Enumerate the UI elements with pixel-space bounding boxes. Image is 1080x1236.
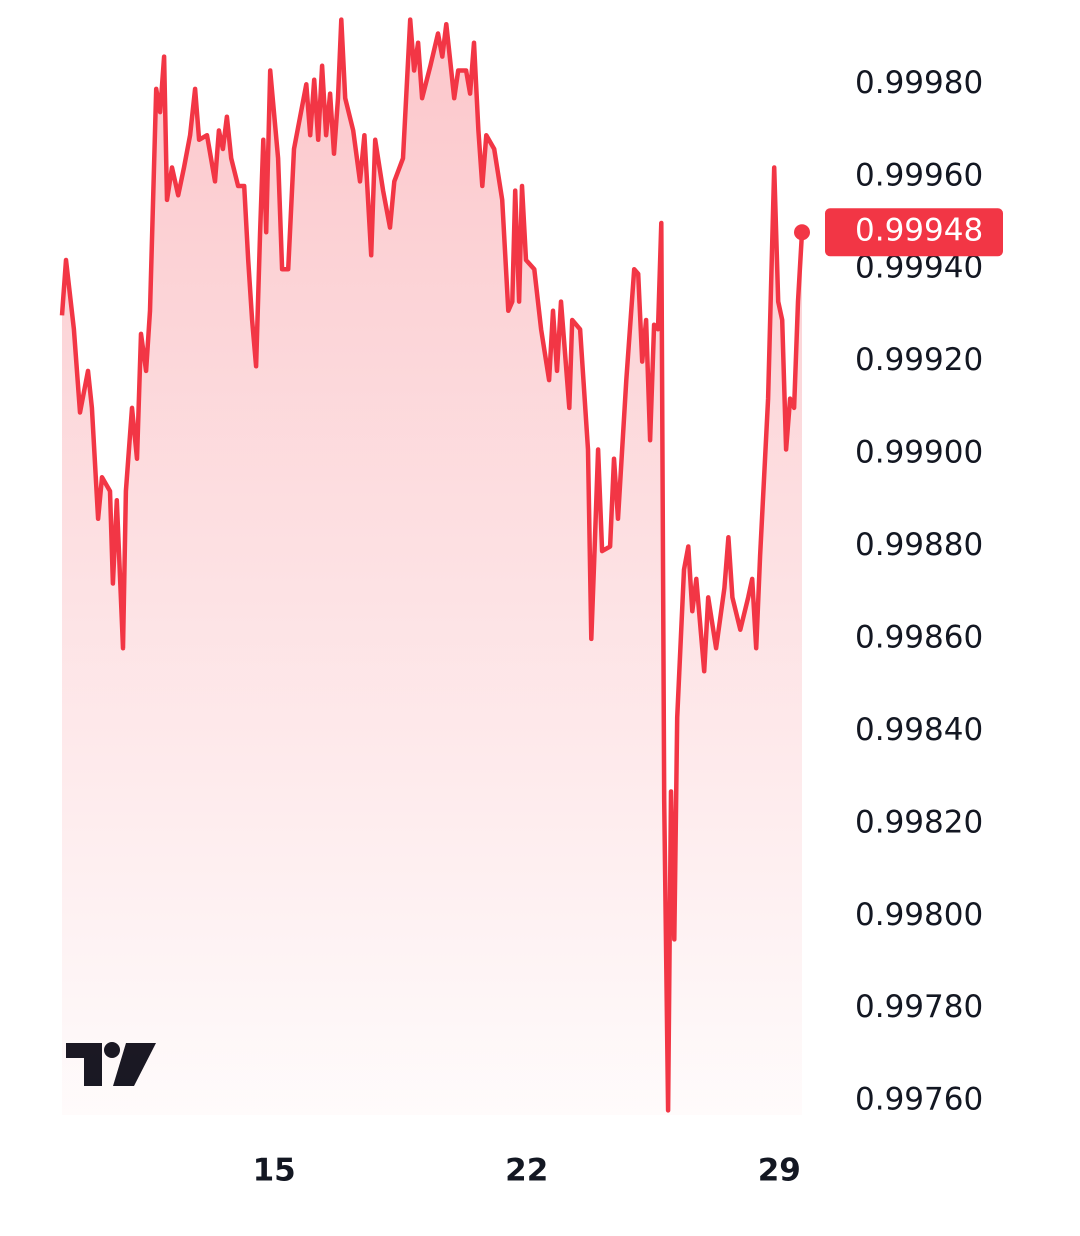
last-price-box [825,208,1003,257]
area-fill [62,19,802,1116]
last-price-label: 0.99948 [855,213,983,249]
y-tick-label: 0.99820 [855,804,983,840]
last-point [794,224,810,241]
y-tick-label: 0.99960 [855,157,983,193]
y-tick-label: 0.99840 [855,712,983,748]
y-tick-label: 0.99920 [855,342,983,378]
x-tick-label: 15 [253,1153,296,1189]
x-tick-label: 22 [505,1153,548,1189]
y-tick-label: 0.99800 [855,897,983,933]
y-tick-label: 0.99900 [855,435,983,471]
y-tick-label: 0.99780 [855,989,983,1025]
x-tick-label: 29 [758,1153,801,1189]
y-tick-label: 0.99980 [855,65,983,101]
y-tick-label: 0.99880 [855,527,983,563]
y-tick-label: 0.99860 [855,619,983,655]
y-tick-label: 0.99760 [855,1082,983,1118]
price-line [59,17,805,1113]
